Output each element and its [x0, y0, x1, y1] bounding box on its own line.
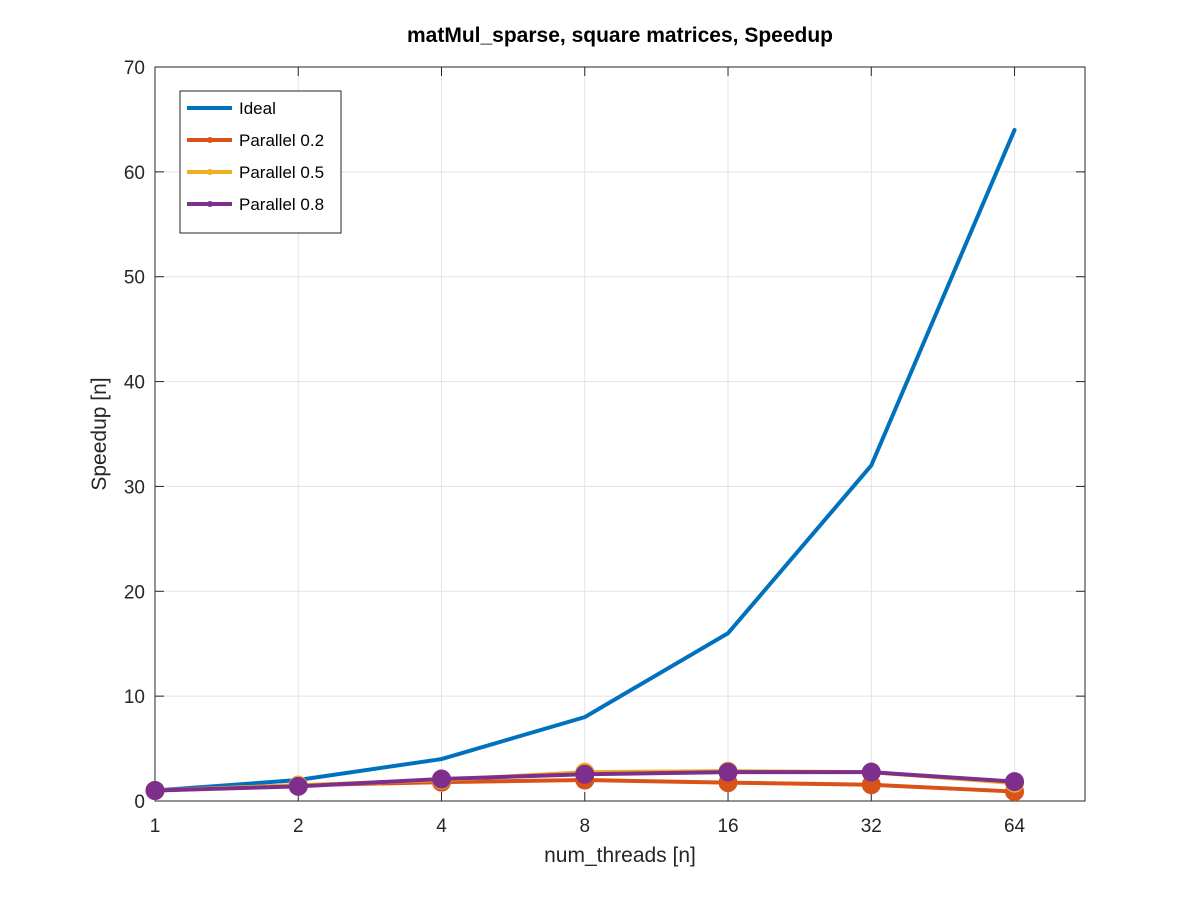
- plot-area-frame: [154, 66, 1086, 802]
- y-tick-label: 0: [134, 792, 145, 813]
- x-tick-label: 16: [717, 816, 738, 837]
- series-lines: [145, 127, 1025, 802]
- legend-label: Ideal: [239, 99, 276, 118]
- legend-item-ideal: Ideal: [187, 99, 276, 118]
- x-tick-label: 32: [861, 816, 882, 837]
- legend-item-parallel-0-5: Parallel 0.5: [187, 163, 324, 182]
- legend-marker: [207, 169, 213, 175]
- data-point-parallel-0-8: [432, 769, 452, 789]
- y-tick-label: 40: [124, 373, 145, 394]
- legend-item-parallel-0-2: Parallel 0.2: [187, 131, 324, 150]
- data-point-parallel-0-8: [718, 762, 738, 782]
- y-tick-label: 50: [124, 268, 145, 289]
- y-tick-label: 60: [124, 163, 145, 184]
- legend-marker: [207, 201, 213, 207]
- legend-label: Parallel 0.2: [239, 131, 324, 150]
- axis-ticks: 1 2 4 8 16 32 64 0 10 20 30 40 50 60 70: [124, 58, 1085, 837]
- x-tick-label: 2: [293, 816, 304, 837]
- data-point-parallel-0-8: [288, 776, 308, 796]
- data-point-parallel-0-8: [861, 762, 881, 782]
- x-tick-label: 8: [579, 816, 590, 837]
- legend-item-parallel-0-8: Parallel 0.8: [187, 195, 324, 214]
- legend-label: Parallel 0.8: [239, 195, 324, 214]
- y-tick-label: 30: [124, 477, 145, 498]
- legend-marker: [207, 137, 213, 143]
- legend-box: [179, 90, 342, 234]
- x-tick-label: 4: [436, 816, 447, 837]
- legend: Ideal Parallel 0.2 Parallel 0.5 Parallel 0.…: [179, 90, 342, 234]
- x-tick-label: 1: [150, 816, 161, 837]
- chart-title: matMul_sparse, square matrices, Speedup: [407, 24, 833, 47]
- y-axis-label: Speedup [n]: [88, 377, 111, 490]
- y-tick-label: 10: [124, 687, 145, 708]
- y-tick-label: 20: [124, 582, 145, 603]
- legend-label: Parallel 0.5: [239, 163, 324, 182]
- data-point-parallel-0-8: [145, 781, 165, 801]
- grid-lines: [154, 67, 1085, 801]
- series-parallel-0-8: [145, 762, 1025, 801]
- x-axis-label: num_threads [n]: [544, 844, 696, 867]
- y-tick-label: 70: [124, 58, 145, 79]
- data-point-parallel-0-8: [575, 764, 595, 784]
- data-point-parallel-0-8: [1005, 772, 1025, 792]
- x-tick-label: 64: [1004, 816, 1026, 837]
